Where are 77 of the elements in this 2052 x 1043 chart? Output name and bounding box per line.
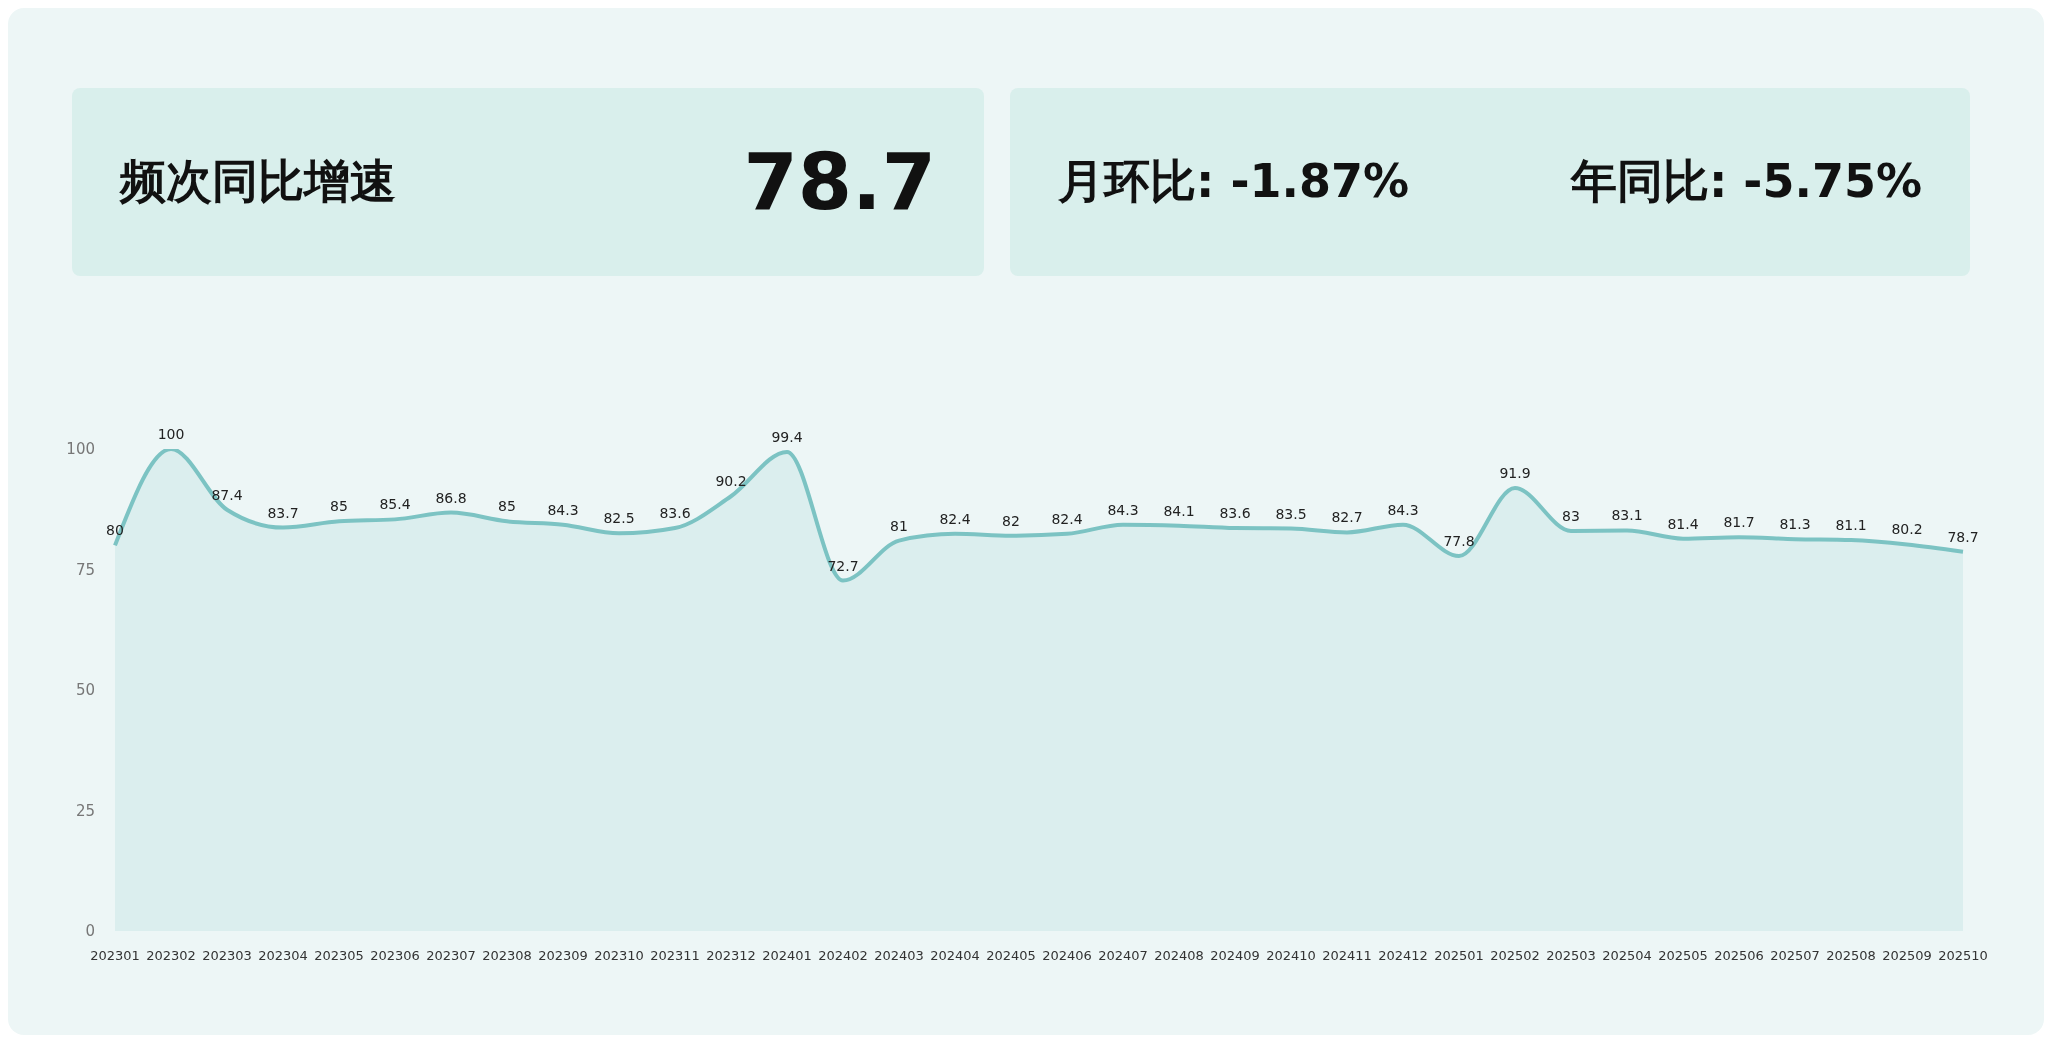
data-label: 81 bbox=[890, 517, 908, 534]
data-label: 85.4 bbox=[379, 496, 411, 513]
x-tick-label: 202304 bbox=[258, 948, 308, 964]
data-label: 82 bbox=[1002, 512, 1020, 529]
y-tick-label: 0 bbox=[85, 922, 95, 941]
data-label: 83.1 bbox=[1611, 507, 1643, 524]
data-label: 91.9 bbox=[1499, 465, 1531, 482]
x-tick-label: 202509 bbox=[1882, 948, 1932, 964]
data-label: 82.4 bbox=[939, 510, 971, 527]
data-label: 77.8 bbox=[1443, 533, 1475, 549]
data-label: 82.4 bbox=[1051, 510, 1083, 527]
text: 频次同比增速 bbox=[120, 153, 396, 210]
data-label: 83 bbox=[1562, 507, 1580, 524]
data-label: 82.7 bbox=[1331, 509, 1363, 526]
data-label: 99.4 bbox=[771, 428, 803, 445]
data-label: 78.7 bbox=[1947, 528, 1979, 545]
data-label: 87.4 bbox=[211, 486, 243, 503]
data-label: 90.2 bbox=[715, 473, 747, 490]
data-label: 81.7 bbox=[1723, 514, 1755, 531]
data-label: 83.7 bbox=[267, 504, 299, 521]
data-label: 83.6 bbox=[659, 505, 691, 522]
x-tick-label: 202308 bbox=[482, 948, 532, 964]
data-label: 84.3 bbox=[1387, 501, 1419, 518]
x-tick-label: 202507 bbox=[1770, 948, 1820, 964]
x-tick-label: 202310 bbox=[594, 948, 644, 964]
x-tick-label: 202302 bbox=[146, 948, 196, 964]
x-tick-label: 202305 bbox=[314, 948, 364, 964]
x-tick-label: 202412 bbox=[1378, 948, 1428, 964]
x-tick-label: 202407 bbox=[1098, 948, 1148, 964]
x-tick-label: 202501 bbox=[1434, 948, 1484, 964]
y-tick-label: 75 bbox=[75, 560, 95, 579]
text: 年同比: -5.75% bbox=[1570, 153, 1922, 210]
data-label: 81.1 bbox=[1835, 517, 1867, 534]
data-label: 85 bbox=[498, 498, 516, 515]
data-label: 86.8 bbox=[435, 489, 467, 506]
x-tick-label: 202408 bbox=[1154, 948, 1204, 964]
x-tick-label: 202410 bbox=[1266, 948, 1316, 964]
y-tick-label: 100 bbox=[66, 440, 95, 459]
x-tick-label: 202306 bbox=[370, 948, 420, 964]
data-label: 80 bbox=[106, 522, 124, 539]
x-tick-label: 202409 bbox=[1210, 948, 1260, 964]
data-label: 84.3 bbox=[1107, 501, 1139, 518]
x-tick-label: 202504 bbox=[1602, 948, 1652, 964]
y-tick-label: 50 bbox=[75, 681, 95, 700]
data-label: 83.6 bbox=[1219, 505, 1251, 522]
text: 78.7 bbox=[743, 137, 936, 227]
x-tick-label: 202411 bbox=[1322, 948, 1372, 964]
x-tick-label: 202312 bbox=[706, 948, 756, 964]
data-label: 84.1 bbox=[1163, 502, 1195, 519]
x-tick-label: 202508 bbox=[1826, 948, 1876, 964]
x-tick-label: 202311 bbox=[650, 948, 700, 964]
x-tick-label: 202401 bbox=[762, 948, 812, 964]
x-tick-label: 202406 bbox=[1042, 948, 1092, 964]
data-label: 84.3 bbox=[547, 501, 579, 518]
data-label: 80.2 bbox=[1891, 521, 1923, 538]
data-label: 81.3 bbox=[1779, 516, 1811, 533]
x-tick-label: 202402 bbox=[818, 948, 868, 964]
data-label: 81.4 bbox=[1667, 515, 1699, 532]
data-label: 85 bbox=[330, 498, 348, 515]
text: 月环比: -1.87% bbox=[1058, 153, 1410, 210]
x-tick-label: 202309 bbox=[538, 948, 588, 964]
x-tick-label: 202505 bbox=[1658, 948, 1708, 964]
x-tick-label: 202301 bbox=[90, 948, 140, 964]
y-tick-label: 25 bbox=[75, 801, 95, 820]
x-tick-label: 202506 bbox=[1714, 948, 1764, 964]
x-tick-label: 202404 bbox=[930, 948, 980, 964]
x-tick-label: 202303 bbox=[202, 948, 252, 964]
data-label: 83.5 bbox=[1275, 505, 1307, 522]
x-tick-label: 202307 bbox=[426, 948, 476, 964]
data-label: 72.7 bbox=[827, 557, 859, 574]
x-tick-label: 202403 bbox=[874, 948, 924, 964]
x-tick-label: 202510 bbox=[1938, 948, 1988, 964]
x-tick-label: 202503 bbox=[1546, 948, 1596, 964]
x-tick-label: 202502 bbox=[1490, 948, 1540, 964]
data-label: 82.5 bbox=[603, 510, 635, 527]
x-tick-label: 202405 bbox=[986, 948, 1036, 964]
data-label: 100 bbox=[157, 426, 185, 442]
